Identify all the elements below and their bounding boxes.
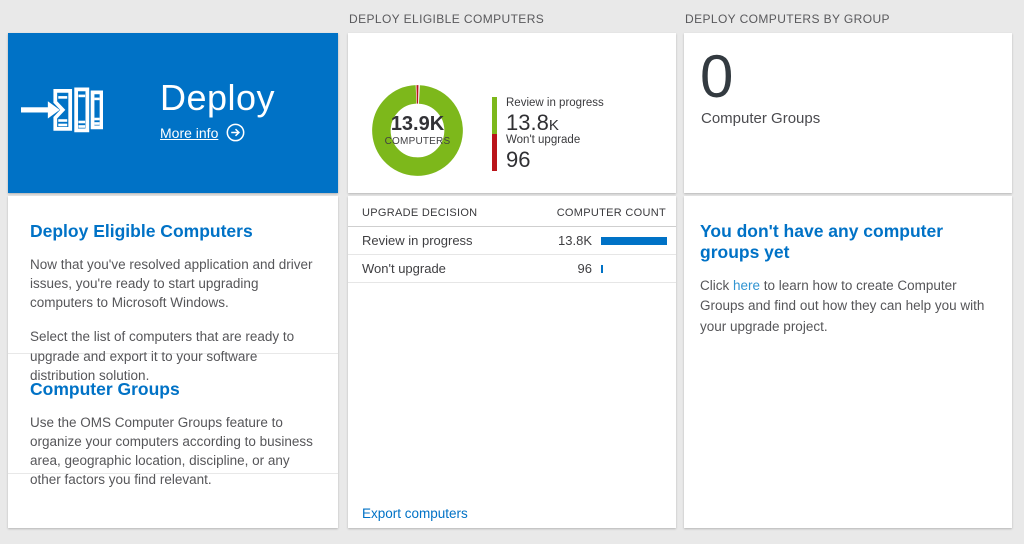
donut-legend: Review in progress 13.8K Won't upgrade 9…: [492, 97, 604, 171]
section-computer-groups: Computer Groups Use the OMS Computer Gro…: [8, 354, 338, 487]
section-heading-computer-groups: Computer Groups: [30, 379, 180, 399]
section-paragraph: Now that you've resolved application and…: [30, 257, 313, 311]
section-paragraph: Use the OMS Computer Groups feature to o…: [30, 415, 313, 488]
legend-label: Review in progress: [506, 97, 604, 109]
legend-value: 13.8K: [506, 109, 559, 135]
section-deploy-eligible-computers: Deploy Eligible Computers Now that you'v…: [8, 196, 338, 383]
right-column: DEPLOY COMPUTERS BY GROUP 0 Computer Gro…: [684, 0, 1012, 528]
deploy-description-card: Deploy Eligible Computers Now that you'v…: [8, 196, 338, 528]
count-bar-track: [601, 236, 667, 245]
cell-upgrade-decision: Won't upgrade: [362, 261, 446, 276]
cell-computer-count: 13.8K: [558, 233, 592, 248]
count-bar: [601, 236, 667, 245]
section-divider: [8, 473, 338, 474]
section-heading-deploy-eligible: Deploy Eligible Computers: [30, 221, 253, 241]
table-row-review-in-progress[interactable]: Review in progress 13.8K: [348, 227, 676, 255]
computer-groups-empty-card: You don't have any computer groups yet C…: [684, 196, 1012, 528]
legend-item-wont-upgrade: Won't upgrade 96: [492, 133, 604, 172]
left-column-header-spacer: [8, 0, 338, 33]
computer-groups-count-label: Computer Groups: [701, 110, 821, 127]
empty-state: You don't have any computer groups yet C…: [684, 196, 1012, 337]
middle-column: DEPLOY ELIGIBLE COMPUTERS 13.9K COMPUTER…: [348, 0, 676, 528]
empty-state-text: Click here to learn how to create Comput…: [700, 278, 985, 334]
column-header-upgrade-decision: UPGRADE DECISION: [362, 206, 478, 219]
export-computers-link[interactable]: Export computers: [362, 506, 468, 521]
deploy-icon: [21, 81, 104, 146]
tile-title: Deploy: [160, 77, 276, 118]
eligible-computers-donut-card[interactable]: 13.9K COMPUTERS Review in progress 13.8K: [348, 33, 676, 193]
legend-color-bar: [492, 97, 497, 134]
legend-label: Won't upgrade: [506, 133, 581, 146]
cell-upgrade-decision: Review in progress: [362, 233, 473, 248]
count-bar: [601, 264, 603, 273]
computer-groups-count-card[interactable]: 0 Computer Groups: [684, 33, 1012, 193]
count-bar-track: [601, 264, 667, 273]
table-row-wont-upgrade[interactable]: Won't upgrade 96: [348, 255, 676, 283]
section-paragraph: Select the list of computers that are re…: [30, 329, 295, 383]
donut-chart: 13.9K COMPUTERS: [370, 83, 465, 178]
column-header-deploy-computers-by-group: DEPLOY COMPUTERS BY GROUP: [685, 12, 890, 26]
deploy-tile[interactable]: Deploy More info: [8, 33, 338, 193]
empty-state-heading: You don't have any computer groups yet: [700, 221, 944, 262]
more-info-link[interactable]: More info: [160, 123, 245, 142]
table-header-row: UPGRADE DECISION COMPUTER COUNT: [348, 196, 676, 227]
section-divider: [8, 353, 338, 354]
legend-item-review-in-progress: Review in progress 13.8K: [492, 97, 604, 134]
arrow-circle-icon: [226, 123, 245, 142]
left-column: Deploy More info Deploy Eligible: [8, 0, 338, 528]
donut-slice-review-in-progress: [372, 85, 463, 176]
column-header-deploy-eligible-computers: DEPLOY ELIGIBLE COMPUTERS: [349, 12, 545, 26]
legend-value: 96: [506, 146, 531, 172]
upgrade-decision-table-card: UPGRADE DECISION COMPUTER COUNT Review i…: [348, 196, 676, 528]
here-link[interactable]: here: [733, 278, 761, 293]
more-info-label: More info: [160, 124, 219, 141]
cell-computer-count: 96: [577, 261, 592, 276]
deploy-tile-text: Deploy More info: [160, 77, 275, 143]
computer-groups-count: 0: [700, 43, 734, 110]
donut-slice-wont-upgrade: [372, 85, 463, 176]
legend-color-bar: [492, 133, 497, 171]
column-header-computer-count: COMPUTER COUNT: [556, 206, 666, 219]
